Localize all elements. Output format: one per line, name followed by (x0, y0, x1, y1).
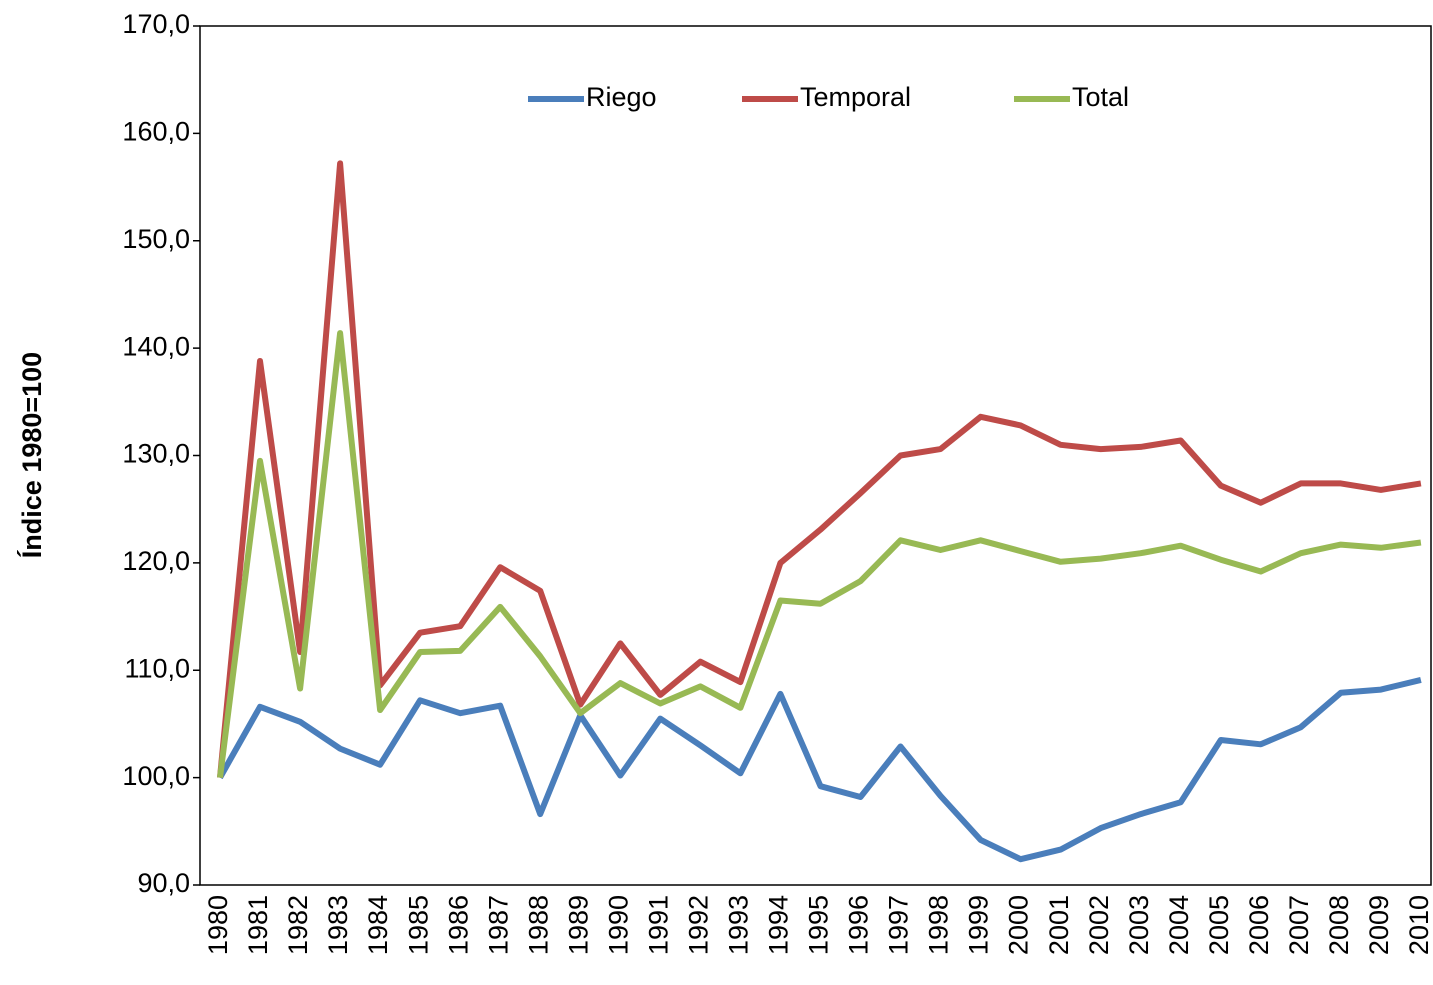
x-tick-label: 1995 (804, 895, 834, 955)
x-tick-label: 1988 (523, 895, 553, 955)
y-tick-label: 90,0 (137, 868, 190, 898)
y-tick-label: 130,0 (122, 439, 190, 469)
x-tick-label: 2010 (1404, 895, 1433, 955)
x-tick-label: 1984 (363, 895, 393, 955)
x-tick-label: 1982 (283, 895, 313, 955)
series-line (217, 160, 1422, 778)
x-tick-label: 2007 (1284, 895, 1314, 955)
x-tick-label: 2008 (1324, 895, 1354, 955)
series-line (217, 676, 1422, 863)
x-tick-label: 1999 (964, 895, 994, 955)
y-tick-label: 110,0 (124, 653, 190, 683)
x-tick-label: 2005 (1204, 895, 1234, 955)
x-tick-label: 1990 (603, 895, 633, 955)
y-tick-label: 160,0 (122, 117, 190, 147)
y-tick-label: 120,0 (122, 546, 190, 576)
legend-label: Riego (586, 82, 657, 112)
y-tick-label: 170,0 (122, 9, 190, 39)
x-tick-label: 1987 (483, 895, 513, 955)
y-tick-label: 140,0 (122, 331, 190, 361)
x-tick-label: 1986 (443, 895, 473, 955)
x-tick-label: 1985 (403, 895, 433, 955)
x-tick-label: 1998 (924, 895, 954, 955)
x-tick-label: 1991 (643, 895, 673, 955)
y-tick-label: 100,0 (122, 761, 190, 791)
x-tick-label: 2004 (1164, 895, 1194, 955)
x-tick-label: 2001 (1044, 895, 1074, 955)
x-tick-label: 1980 (203, 895, 233, 955)
x-tick-label: 2006 (1244, 895, 1274, 955)
series-line (217, 330, 1422, 778)
x-tick-label: 1992 (683, 895, 713, 955)
x-tick-label: 2003 (1124, 895, 1154, 955)
legend-label: Total (1072, 82, 1129, 112)
x-tick-label: 1981 (243, 895, 273, 955)
x-tick-label: 2002 (1084, 895, 1114, 955)
x-tick-label: 1994 (764, 895, 794, 955)
y-tick-label: 150,0 (122, 224, 190, 254)
x-tick-label: 2000 (1004, 895, 1034, 955)
x-tick-label: 2009 (1364, 895, 1394, 955)
x-tick-label: 1989 (563, 895, 593, 955)
y-axis-title: Índice 1980=100 (16, 352, 47, 558)
x-tick-label: 1997 (884, 895, 914, 955)
x-tick-label: 1996 (844, 895, 874, 955)
legend-label: Temporal (800, 82, 911, 112)
x-tick-label: 1993 (724, 895, 754, 955)
x-tick-label: 1983 (323, 895, 353, 955)
